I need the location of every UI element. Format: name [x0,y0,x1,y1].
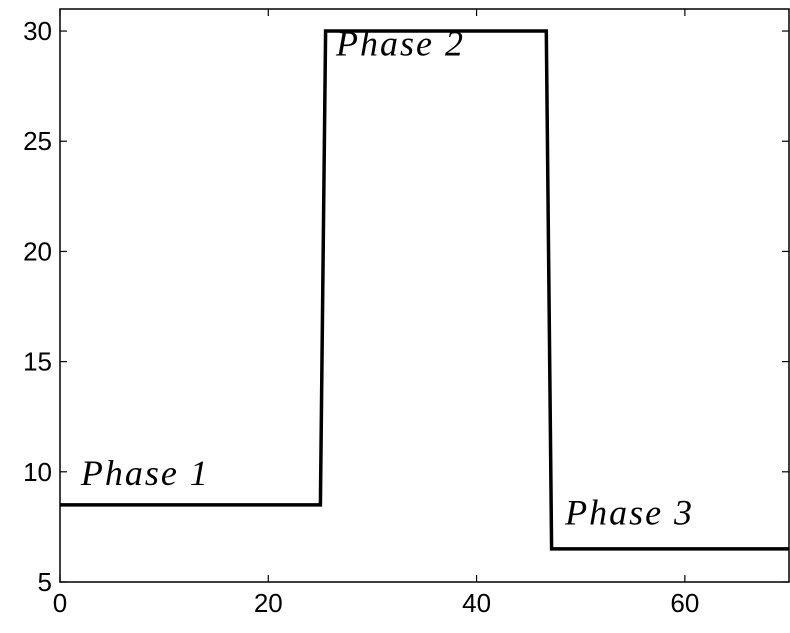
x-tick-label: 0 [53,588,67,618]
annotations: Phase 1 Phase 2 Phase 3 [80,23,694,533]
y-tick-label: 25 [23,126,52,156]
phase-annotation: Phase 2 [335,23,465,63]
plot-area [59,8,790,583]
phase-annotation: Phase 3 [564,493,694,533]
y-tick-label: 10 [23,457,52,487]
x-tick-label: 60 [670,588,699,618]
series-line-0 [60,29,789,551]
y-tick-label: 20 [23,236,52,266]
phase-annotation: Phase 1 [80,453,210,493]
x-tick-label: 20 [254,588,283,618]
y-tick-label: 5 [38,567,52,597]
axis-ticks: 0 20 40 60 5 10 15 20 25 30 [23,9,789,618]
y-tick-label: 30 [23,16,52,46]
y-tick-label: 15 [23,347,52,377]
x-tick-label: 40 [462,588,491,618]
series-layer [60,29,789,551]
